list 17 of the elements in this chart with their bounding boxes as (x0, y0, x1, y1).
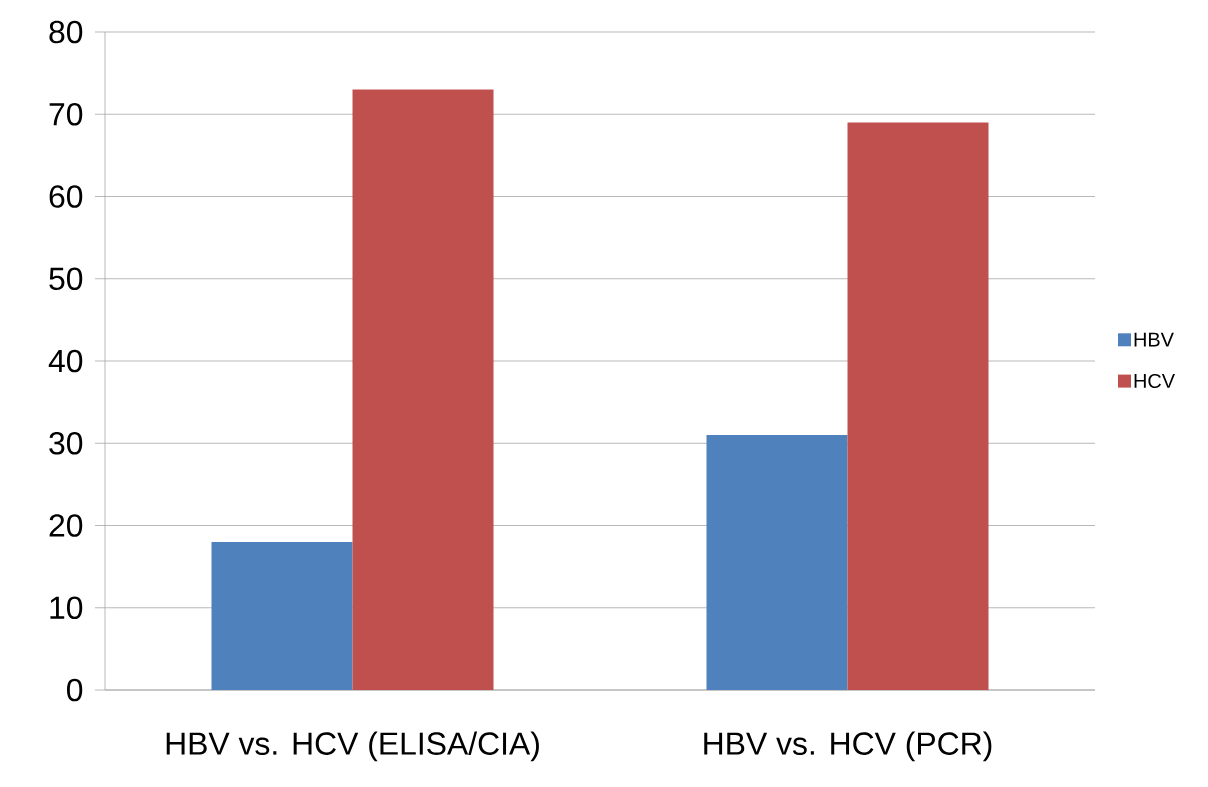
bar (706, 435, 848, 690)
y-tick-label: 30 (49, 431, 83, 455)
y-tick-label: 60 (49, 185, 83, 208)
legend-label: HBV (1134, 332, 1174, 347)
bar (352, 89, 494, 690)
x-tick-label: HBV vs. HCV (ELISA/CIA) (166, 731, 539, 762)
bar (847, 122, 989, 690)
y-tick-label: 0 (67, 678, 83, 702)
y-tick-label: 50 (49, 267, 83, 291)
x-tick-label: HBV vs. HCV (PCR) (704, 731, 992, 762)
y-tick-label: 70 (49, 102, 83, 126)
y-tick-label: 40 (48, 349, 83, 373)
y-tick-label: 10 (50, 596, 83, 620)
y-tick-label: 80 (49, 20, 83, 44)
y-tick-label: 20 (49, 514, 83, 537)
legend-label: HCV (1134, 373, 1175, 388)
bar (211, 541, 353, 690)
